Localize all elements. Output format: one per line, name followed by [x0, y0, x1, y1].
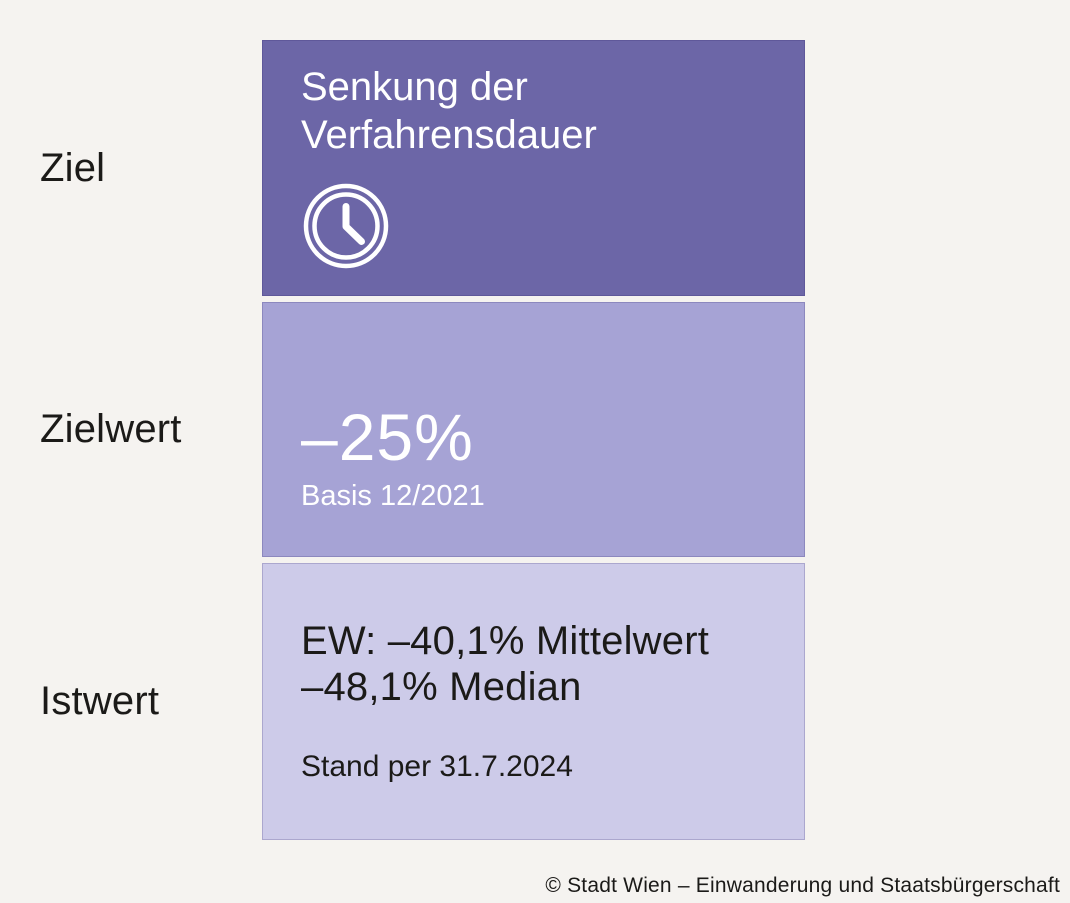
target-value: –25%: [301, 400, 474, 474]
copyright-credit: © Stadt Wien – Einwanderung und Staatsbü…: [545, 874, 1060, 897]
clock-icon: [303, 183, 389, 269]
actual-value-line2: –48,1% Median: [301, 665, 582, 709]
actual-content: EW: –40,1% Mittelwert –48,1% Median Stan…: [301, 618, 709, 786]
actual-value: EW: –40,1% Mittelwert –48,1% Median: [301, 618, 709, 710]
row-label-zielwert: Zielwert: [40, 302, 182, 557]
istwert-label: Istwert: [40, 679, 160, 723]
goal-title: Senkung der Verfahrensdauer: [301, 65, 597, 157]
zielwert-label: Zielwert: [40, 407, 182, 451]
row-label-istwert: Istwert: [40, 563, 159, 840]
target-box: –25% Basis 12/2021: [262, 302, 805, 557]
target-content: –25% Basis 12/2021: [301, 402, 485, 514]
goal-box: Senkung der Verfahrensdauer: [262, 40, 805, 296]
actual-box: EW: –40,1% Mittelwert –48,1% Median Stan…: [262, 563, 805, 840]
row-label-ziel: Ziel: [40, 40, 105, 296]
actual-value-line1: EW: –40,1% Mittelwert: [301, 619, 710, 663]
ziel-label: Ziel: [40, 145, 106, 190]
actual-status-date: Stand per 31.7.2024: [301, 750, 573, 783]
target-basis: Basis 12/2021: [301, 480, 485, 512]
